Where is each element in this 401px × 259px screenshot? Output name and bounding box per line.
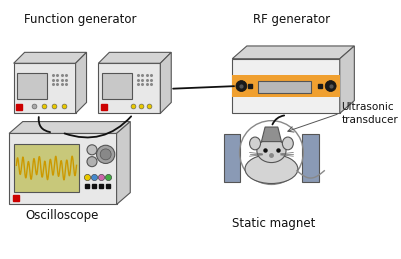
Ellipse shape bbox=[245, 154, 298, 184]
Polygon shape bbox=[340, 46, 354, 113]
Polygon shape bbox=[261, 127, 282, 142]
Text: Ultrasonic
transducer: Ultrasonic transducer bbox=[342, 102, 398, 125]
Polygon shape bbox=[232, 46, 354, 59]
Text: RF generator: RF generator bbox=[253, 13, 330, 26]
Circle shape bbox=[236, 81, 247, 91]
Polygon shape bbox=[9, 133, 117, 204]
Polygon shape bbox=[232, 59, 340, 113]
Text: Oscilloscope: Oscilloscope bbox=[25, 209, 99, 222]
Polygon shape bbox=[76, 52, 87, 113]
Polygon shape bbox=[9, 121, 130, 133]
Text: Static magnet: Static magnet bbox=[232, 217, 315, 230]
Polygon shape bbox=[98, 63, 160, 113]
Circle shape bbox=[87, 145, 97, 155]
Bar bbox=[302, 134, 319, 182]
Bar bbox=[102, 73, 132, 99]
Ellipse shape bbox=[282, 137, 293, 150]
Bar bbox=[14, 144, 79, 192]
Ellipse shape bbox=[249, 137, 261, 150]
Polygon shape bbox=[160, 52, 171, 113]
Bar bbox=[258, 81, 311, 93]
Bar bbox=[232, 75, 340, 97]
Bar bbox=[224, 134, 241, 182]
Polygon shape bbox=[14, 52, 87, 63]
Polygon shape bbox=[14, 63, 76, 113]
Ellipse shape bbox=[257, 139, 286, 163]
Text: Function generator: Function generator bbox=[24, 13, 136, 26]
Polygon shape bbox=[98, 52, 171, 63]
Circle shape bbox=[87, 157, 97, 167]
Bar bbox=[17, 73, 47, 99]
Circle shape bbox=[100, 149, 111, 160]
Circle shape bbox=[97, 145, 115, 163]
Polygon shape bbox=[117, 121, 130, 204]
Circle shape bbox=[325, 81, 336, 91]
